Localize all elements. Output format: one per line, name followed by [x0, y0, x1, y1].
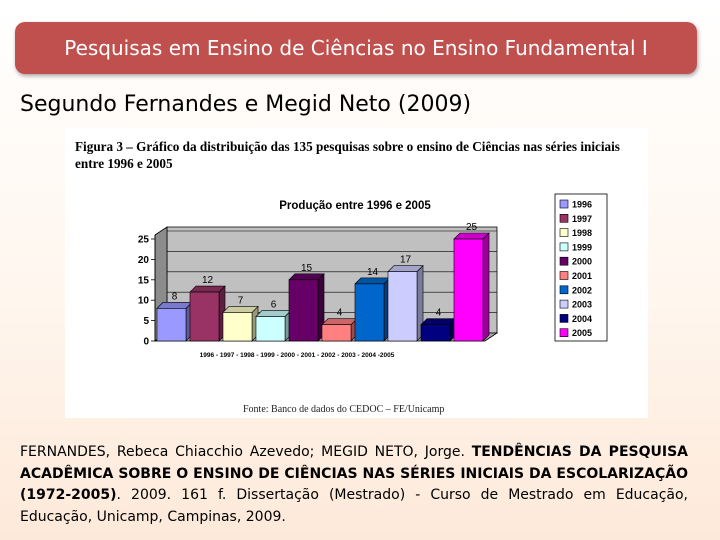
- bar-top: [156, 302, 193, 309]
- bar-1996: [156, 308, 187, 342]
- legend-entry: 1997: [572, 214, 592, 224]
- bar-value-label: 15: [301, 263, 313, 274]
- bar-value-label: 8: [172, 291, 178, 302]
- bar-chart: 0 5 10 15 20 25 8 12 7 6 15 4 14 17 4 25 1996 - 1997 - 1…: [138, 193, 608, 359]
- bar-top: [255, 310, 292, 317]
- legend-entry: 2004: [572, 314, 592, 324]
- bar-value-label: 25: [466, 222, 478, 233]
- legend-swatch: [559, 299, 569, 309]
- bibliographic-reference: FERNANDES, Rebeca Chiacchio Azevedo; MEG…: [20, 442, 688, 528]
- legend-swatch: [559, 314, 569, 323]
- slide-title: Pesquisas em Ensino de Ciências no Ensin…: [15, 22, 697, 74]
- bar-value-label: 7: [238, 295, 244, 306]
- y-tick-label: 20: [138, 255, 150, 266]
- bar-value-label: 14: [367, 267, 379, 278]
- bar-value-label: 6: [271, 300, 277, 311]
- reference-title: TENDÊNCIAS DA PESQUISA ACADÊMICA SOBRE O…: [20, 444, 688, 503]
- legend-swatch: [559, 214, 569, 223]
- y-tick-label: 10: [138, 296, 150, 307]
- reference-details: . 2009. 161 f. Dissertação (Mestrado) - …: [20, 487, 688, 525]
- reference-authors: FERNANDES, Rebeca Chiacchio Azevedo; MEG…: [20, 444, 465, 460]
- legend-entry: 2001: [572, 271, 592, 281]
- legend-entry: 2000: [572, 257, 592, 267]
- chart-title: Produção entre 1996 e 2005: [279, 200, 431, 212]
- bar-value-label: 4: [436, 308, 442, 319]
- legend-swatch: [559, 256, 569, 266]
- bar-2003: [387, 271, 418, 342]
- y-tick-label: 5: [143, 316, 149, 327]
- bar-value-label: 17: [400, 255, 412, 266]
- bar-2001: [321, 324, 352, 342]
- bar-top: [354, 277, 391, 285]
- bar-top: [387, 265, 424, 272]
- legend-entry: 1999: [572, 242, 592, 252]
- bar-value-label: 12: [202, 275, 214, 286]
- y-tick-label: 25: [138, 235, 150, 246]
- bar-2002: [354, 283, 385, 342]
- bar-top: [222, 306, 259, 313]
- bar-top: [321, 318, 358, 325]
- legend-swatch: [559, 271, 569, 280]
- bar-2000: [288, 279, 319, 342]
- legend-entry: 1998: [572, 228, 592, 238]
- legend-entry: 2003: [572, 300, 592, 310]
- x-axis-label: 1996 - 1997 - 1998 - 1999 - 2000 - 2001 …: [200, 352, 395, 359]
- legend-swatch: [559, 242, 569, 252]
- slide-subtitle: Segundo Fernandes e Megid Neto (2009): [20, 92, 472, 117]
- bar-2004: [420, 324, 451, 342]
- bar-top: [288, 273, 325, 281]
- y-tick-label: 15: [138, 275, 150, 286]
- legend-swatch: [559, 328, 569, 337]
- figure-caption: Figura 3 – Gráfico da distribuição das 1…: [75, 139, 620, 171]
- legend-swatch: [559, 285, 569, 295]
- bar-2005: [453, 238, 484, 342]
- bar-value-label: 4: [337, 308, 343, 319]
- legend-entry: 2005: [572, 328, 592, 338]
- legend-entry: 1996: [572, 200, 592, 210]
- figure-source: Fonte: Banco de dados do CEDOC – FE/Unic…: [243, 404, 445, 415]
- chart-figure: Figura 3 – Gráfico da distribuição das 1…: [65, 128, 648, 418]
- legend-entry: 2002: [572, 285, 592, 295]
- bar-top: [420, 318, 457, 325]
- bar-1999: [255, 316, 286, 342]
- legend-swatch: [559, 228, 569, 237]
- y-tick-label: 0: [143, 337, 149, 348]
- bar-1997: [189, 291, 220, 342]
- bar-top: [453, 232, 490, 240]
- bar-side: [482, 232, 490, 342]
- bar-top: [189, 285, 226, 293]
- bar-1998: [222, 312, 253, 342]
- legend-swatch: [559, 199, 569, 209]
